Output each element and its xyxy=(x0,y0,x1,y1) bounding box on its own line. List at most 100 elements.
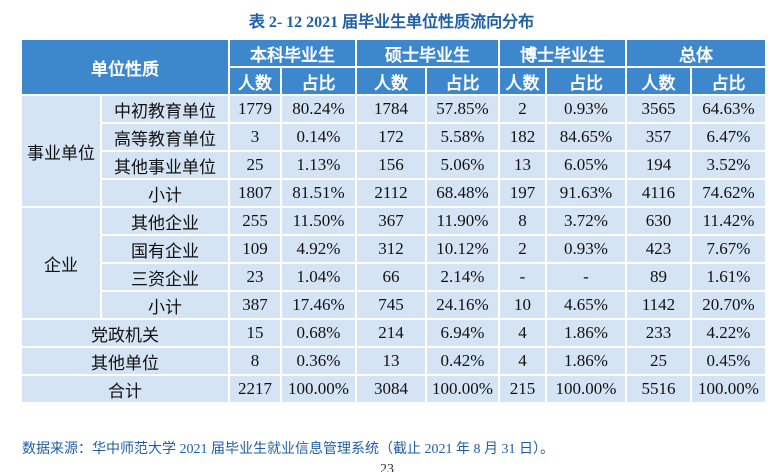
data-cell: 8 xyxy=(228,346,282,376)
table-row: 高等教育单位 3 0.14% 172 5.58% 182 84.65% 357 6.47% xyxy=(21,122,767,152)
data-cell: 109 xyxy=(228,234,282,264)
data-cell: 66 xyxy=(355,262,427,292)
data-cell: 312 xyxy=(355,234,427,264)
data-cell: 2 xyxy=(498,234,547,264)
data-cell: 0.68% xyxy=(280,318,357,348)
data-cell: 194 xyxy=(625,150,692,180)
data-cell: 100.00% xyxy=(425,374,500,404)
data-cell: 24.16% xyxy=(425,290,500,320)
data-cell: 3.72% xyxy=(545,206,627,236)
table-row: 其他事业单位 25 1.13% 156 5.06% 13 6.05% 194 3.52% xyxy=(21,150,767,180)
data-cell: 57.85% xyxy=(425,94,500,124)
row-label: 小计 xyxy=(100,290,230,320)
data-cell: 68.48% xyxy=(425,178,500,208)
data-cell: 1807 xyxy=(228,178,282,208)
row-label: 高等教育单位 xyxy=(100,122,230,152)
table-row: 国有企业 109 4.92% 312 10.12% 2 0.93% 423 7.67% xyxy=(21,234,767,264)
data-cell: 4.22% xyxy=(690,318,767,348)
header-sub: 占比 xyxy=(690,66,767,96)
header-sub: 人数 xyxy=(498,66,547,96)
data-cell: 6.47% xyxy=(690,122,767,152)
header-group: 博士毕业生 xyxy=(498,38,627,68)
data-cell: 215 xyxy=(498,374,547,404)
header-sub: 人数 xyxy=(355,66,427,96)
data-cell: 5516 xyxy=(625,374,692,404)
data-cell: 5.06% xyxy=(425,150,500,180)
row-label: 国有企业 xyxy=(100,234,230,264)
data-cell: 13 xyxy=(355,346,427,376)
header-sub: 人数 xyxy=(228,66,282,96)
data-cell: 1779 xyxy=(228,94,282,124)
data-cell: 4116 xyxy=(625,178,692,208)
data-cell: 20.70% xyxy=(690,290,767,320)
header-corner: 单位性质 xyxy=(20,38,230,96)
data-cell: 64.63% xyxy=(690,94,767,124)
data-cell: 11.50% xyxy=(280,206,357,236)
data-cell: 745 xyxy=(355,290,427,320)
data-cell: 233 xyxy=(625,318,692,348)
header-group: 本科毕业生 xyxy=(228,38,357,68)
data-cell: 7.67% xyxy=(690,234,767,264)
data-cell: 0.45% xyxy=(690,346,767,376)
table-title: 表 2- 12 2021 届毕业生单位性质流向分布 xyxy=(248,14,535,31)
data-cell: 80.24% xyxy=(280,94,357,124)
data-cell: 100.00% xyxy=(280,374,357,404)
table-row: 事业单位 中初教育单位 1779 80.24% 1784 57.85% 2 0.93% 3565… xyxy=(20,94,767,208)
header-sub: 人数 xyxy=(625,66,692,96)
data-cell: 17.46% xyxy=(280,290,357,320)
data-cell: 2.14% xyxy=(425,262,500,292)
data-cell: 13 xyxy=(498,150,547,180)
data-cell: 100.00% xyxy=(690,374,767,404)
data-cell: 1.13% xyxy=(280,150,357,180)
data-cell: 15 xyxy=(228,318,282,348)
header-group: 硕士毕业生 xyxy=(355,38,500,68)
data-cell: 214 xyxy=(355,318,427,348)
data-cell: 91.63% xyxy=(545,178,627,208)
data-cell: 2112 xyxy=(355,178,427,208)
table-row: 三资企业 23 1.04% 66 2.14% - -89 1.61% xyxy=(21,262,767,292)
data-cell: 4.92% xyxy=(280,234,357,264)
data-cell: 84.65% xyxy=(545,122,627,152)
data-cell: 156 xyxy=(355,150,427,180)
data-cell: 423 xyxy=(625,234,692,264)
data-cell: 11.42% xyxy=(690,206,767,236)
data-cell: 1.86% xyxy=(545,346,627,376)
table-row: 党政机关 15 0.68% 214 6.94% 4 1.86% 233 4.22% xyxy=(20,318,767,348)
data-cell: 255 xyxy=(228,206,282,236)
data-cell: 5.58% xyxy=(425,122,500,152)
table-row: 其他单位 8 0.36% 13 0.42% 4 1.86% 25 0.45% xyxy=(20,346,767,376)
data-cell: 1.86% xyxy=(545,318,627,348)
group-cell: 企业 xyxy=(20,206,102,320)
data-cell: 1142 xyxy=(625,290,692,320)
data-cell: 23 xyxy=(228,262,282,292)
data-cell: 357 xyxy=(625,122,692,152)
header-group: 总体 xyxy=(625,38,767,68)
data-cell: 630 xyxy=(625,206,692,236)
data-cell: 11.90% xyxy=(425,206,500,236)
row-label: 党政机关 xyxy=(20,318,230,348)
data-cell: 6.94% xyxy=(425,318,500,348)
data-cell: 1.61% xyxy=(690,262,767,292)
data-cell: 3565 xyxy=(625,94,692,124)
row-label: 其他事业单位 xyxy=(100,150,230,180)
data-cell: 10.12% xyxy=(425,234,500,264)
data-cell: 387 xyxy=(228,290,282,320)
data-cell: 8 xyxy=(498,206,547,236)
data-cell: 0.36% xyxy=(280,346,357,376)
row-label: 其他企业 xyxy=(100,206,230,236)
header-sub: 占比 xyxy=(545,66,627,96)
data-cell: 0.42% xyxy=(425,346,500,376)
table-row: 小计 1807 81.51% 2112 68.48% 197 91.63% 4116 74.62… xyxy=(21,178,767,208)
data-cell: - xyxy=(498,262,547,292)
data-cell: 0.93% xyxy=(545,94,627,124)
data-cell: 2 xyxy=(498,94,547,124)
data-cell: 367 xyxy=(355,206,427,236)
data-cell: 74.62% xyxy=(690,178,767,208)
row-label: 小计 xyxy=(100,178,230,208)
table: 单位性质 本科毕业生 硕士毕业生 博士毕业生 总体 人数 占比 人数 占比 人数 占比 人数 占比 事… xyxy=(20,38,767,404)
data-source: 数据来源：华中师范大学 2021 届毕业生就业信息管理系统（截止 2021 年 … xyxy=(22,442,554,457)
data-cell: 100.00% xyxy=(545,374,627,404)
data-cell: 25 xyxy=(228,150,282,180)
data-cell: 0.93% xyxy=(545,234,627,264)
